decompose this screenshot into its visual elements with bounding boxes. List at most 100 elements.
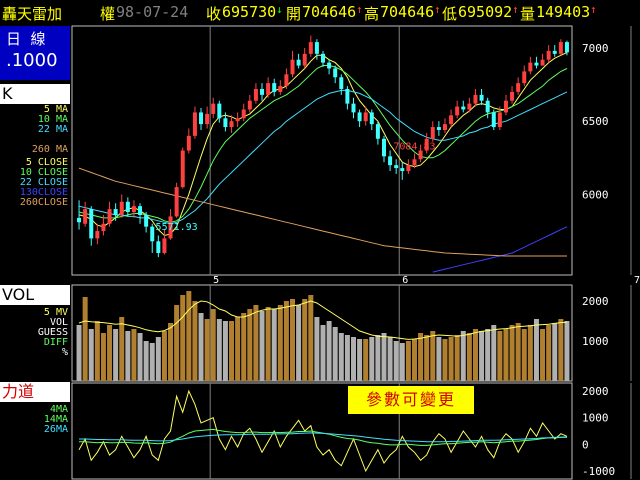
month-label: 5 bbox=[213, 275, 219, 286]
volume-bar bbox=[472, 329, 478, 381]
force-box[interactable]: 力道 bbox=[0, 382, 70, 402]
left-panel: 日 線 .1000 K 5 MA 10 MA 22 MA 260 MA 5 CLOSE… bbox=[0, 26, 70, 480]
volume-bar bbox=[460, 331, 466, 381]
volume-legend-label: 5 MV bbox=[43, 307, 68, 318]
parameter-note[interactable]: 參數可變更 bbox=[348, 386, 474, 414]
volume-bar bbox=[350, 337, 356, 381]
price-annotation: 7084.83 bbox=[393, 141, 435, 152]
volume-bar bbox=[448, 337, 454, 381]
price-tick-label: 7000 bbox=[582, 42, 609, 55]
candle bbox=[510, 91, 515, 101]
price-ma-line bbox=[78, 65, 568, 223]
candle bbox=[552, 50, 557, 54]
candle bbox=[150, 226, 155, 242]
candle bbox=[388, 156, 393, 166]
candle bbox=[369, 112, 374, 125]
volume-bar bbox=[552, 323, 558, 381]
volume-bar bbox=[229, 321, 235, 381]
open-label: 開 bbox=[286, 5, 302, 23]
force-tick-label: 1000 bbox=[582, 412, 609, 425]
volume-bar bbox=[222, 321, 228, 381]
candle bbox=[302, 53, 307, 66]
volume-bar bbox=[497, 331, 503, 381]
volume-bar bbox=[515, 323, 521, 381]
month-label: 7 bbox=[634, 275, 640, 286]
volume-bar bbox=[241, 313, 247, 381]
volume-bar bbox=[320, 325, 326, 381]
candle bbox=[381, 138, 386, 157]
volume-bar bbox=[302, 299, 308, 381]
candle bbox=[424, 138, 429, 151]
volume-bar bbox=[533, 319, 539, 381]
candle bbox=[357, 112, 362, 122]
price-annotation: 5571.93 bbox=[156, 222, 198, 233]
candle bbox=[217, 103, 222, 119]
volume-bar bbox=[265, 307, 271, 381]
volume-value: 149403 bbox=[536, 3, 591, 21]
candle bbox=[278, 86, 283, 92]
force-legend-label: 26MA bbox=[43, 424, 68, 435]
month-label: 6 bbox=[402, 275, 408, 286]
volume-bar bbox=[466, 333, 472, 381]
close-value: 695730 bbox=[222, 3, 277, 21]
candle bbox=[192, 112, 197, 136]
candle bbox=[418, 150, 423, 160]
volume-bar bbox=[442, 339, 448, 381]
high-label: 高 bbox=[364, 5, 380, 23]
k-box[interactable]: K bbox=[0, 84, 70, 104]
candle bbox=[101, 223, 106, 232]
volume-bar bbox=[393, 341, 399, 381]
candle bbox=[503, 100, 508, 113]
candle bbox=[546, 50, 551, 60]
price-ma-label: 22 MA bbox=[37, 124, 68, 135]
volume-bar bbox=[113, 329, 119, 381]
candle bbox=[497, 112, 502, 128]
candle bbox=[266, 83, 271, 95]
candle bbox=[253, 88, 258, 101]
panel-frames: 5 6 7 bbox=[71, 25, 640, 480]
candle bbox=[247, 100, 252, 110]
volume-bar bbox=[454, 335, 460, 381]
volume-legend-label: DIFF bbox=[43, 337, 68, 348]
candle bbox=[540, 59, 545, 66]
candle bbox=[77, 217, 82, 223]
candle bbox=[83, 209, 88, 224]
period-label: 日 線 bbox=[6, 30, 46, 48]
high-arrow: ↑ bbox=[434, 3, 441, 16]
candle bbox=[394, 165, 399, 169]
volume-bar bbox=[521, 329, 527, 381]
force-tick-label: 0 bbox=[582, 438, 589, 451]
price-ma-line bbox=[78, 89, 568, 225]
volume-legend-label: VOL bbox=[49, 317, 68, 328]
volume-tick-label: 1000 bbox=[582, 335, 609, 348]
candle bbox=[461, 106, 466, 110]
close-label: 130CLOSE bbox=[19, 187, 68, 198]
candle bbox=[528, 62, 533, 72]
volume-bar bbox=[387, 337, 393, 381]
volume-bar bbox=[509, 325, 515, 381]
candle bbox=[363, 112, 368, 122]
candle bbox=[156, 241, 161, 254]
force-legend-label: 4MA bbox=[49, 404, 68, 415]
candle bbox=[89, 209, 94, 239]
candle bbox=[412, 159, 417, 166]
volume-bar bbox=[363, 339, 369, 381]
force-tick-label: -1000 bbox=[582, 465, 615, 478]
candle bbox=[339, 77, 344, 89]
candle bbox=[229, 121, 234, 128]
close-label: 260CLOSE bbox=[19, 197, 68, 208]
period-selector[interactable]: 日 線 .1000 bbox=[0, 26, 70, 80]
volume-bar bbox=[131, 329, 137, 381]
candle bbox=[436, 127, 441, 130]
candle bbox=[186, 135, 191, 151]
volume-bar bbox=[235, 317, 241, 381]
volume-bar bbox=[399, 343, 405, 381]
candle bbox=[162, 238, 167, 254]
vol-box[interactable]: VOL bbox=[0, 285, 70, 305]
force-line bbox=[78, 389, 568, 473]
price-tick-label: 6000 bbox=[582, 188, 609, 201]
volume-bar bbox=[210, 309, 216, 381]
candle bbox=[351, 103, 356, 113]
force-legend-label: 14MA bbox=[43, 414, 68, 425]
